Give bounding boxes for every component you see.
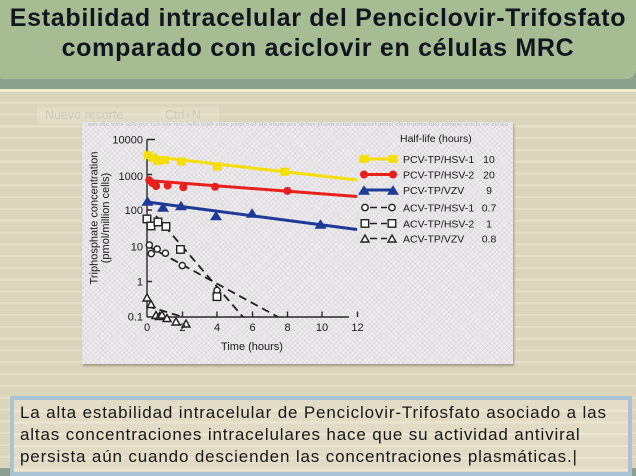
svg-text:PCV-TP/VZV: PCV-TP/VZV — [403, 185, 464, 197]
svg-text:2: 2 — [179, 322, 185, 334]
svg-text:ACV-TP/HSV-1: ACV-TP/HSV-1 — [403, 203, 474, 215]
svg-text:1: 1 — [137, 277, 143, 289]
svg-text:0.8: 0.8 — [482, 234, 497, 246]
svg-text:10: 10 — [483, 154, 495, 166]
svg-text:100: 100 — [125, 205, 143, 217]
svg-text:Time (hours): Time (hours) — [221, 341, 283, 353]
svg-text:10000: 10000 — [112, 135, 143, 147]
svg-text:20: 20 — [483, 170, 495, 182]
svg-text:0: 0 — [144, 322, 150, 334]
svg-text:6: 6 — [249, 322, 255, 334]
svg-text:10: 10 — [316, 322, 328, 334]
svg-text:PCV-TP/HSV-2: PCV-TP/HSV-2 — [403, 170, 474, 182]
svg-text:12: 12 — [351, 322, 363, 334]
svg-text:0.7: 0.7 — [482, 203, 497, 215]
svg-text:(pmol/million cells): (pmol/million cells) — [100, 173, 112, 263]
svg-text:4: 4 — [214, 322, 220, 334]
svg-text:9: 9 — [486, 185, 492, 197]
svg-text:0.1: 0.1 — [128, 312, 143, 324]
svg-text:1000: 1000 — [119, 171, 143, 183]
svg-text:1: 1 — [486, 219, 492, 231]
svg-text:ACV-TP/HSV-2: ACV-TP/HSV-2 — [403, 219, 474, 231]
svg-text:PCV-TP/HSV-1: PCV-TP/HSV-1 — [403, 154, 474, 166]
svg-text:8: 8 — [284, 322, 290, 334]
svg-text:Half-life (hours): Half-life (hours) — [400, 133, 472, 145]
svg-text:10: 10 — [131, 242, 143, 254]
svg-text:ACV-TP/VZV: ACV-TP/VZV — [403, 234, 464, 246]
svg-text:Triphosphate concentration: Triphosphate concentration — [89, 152, 101, 285]
